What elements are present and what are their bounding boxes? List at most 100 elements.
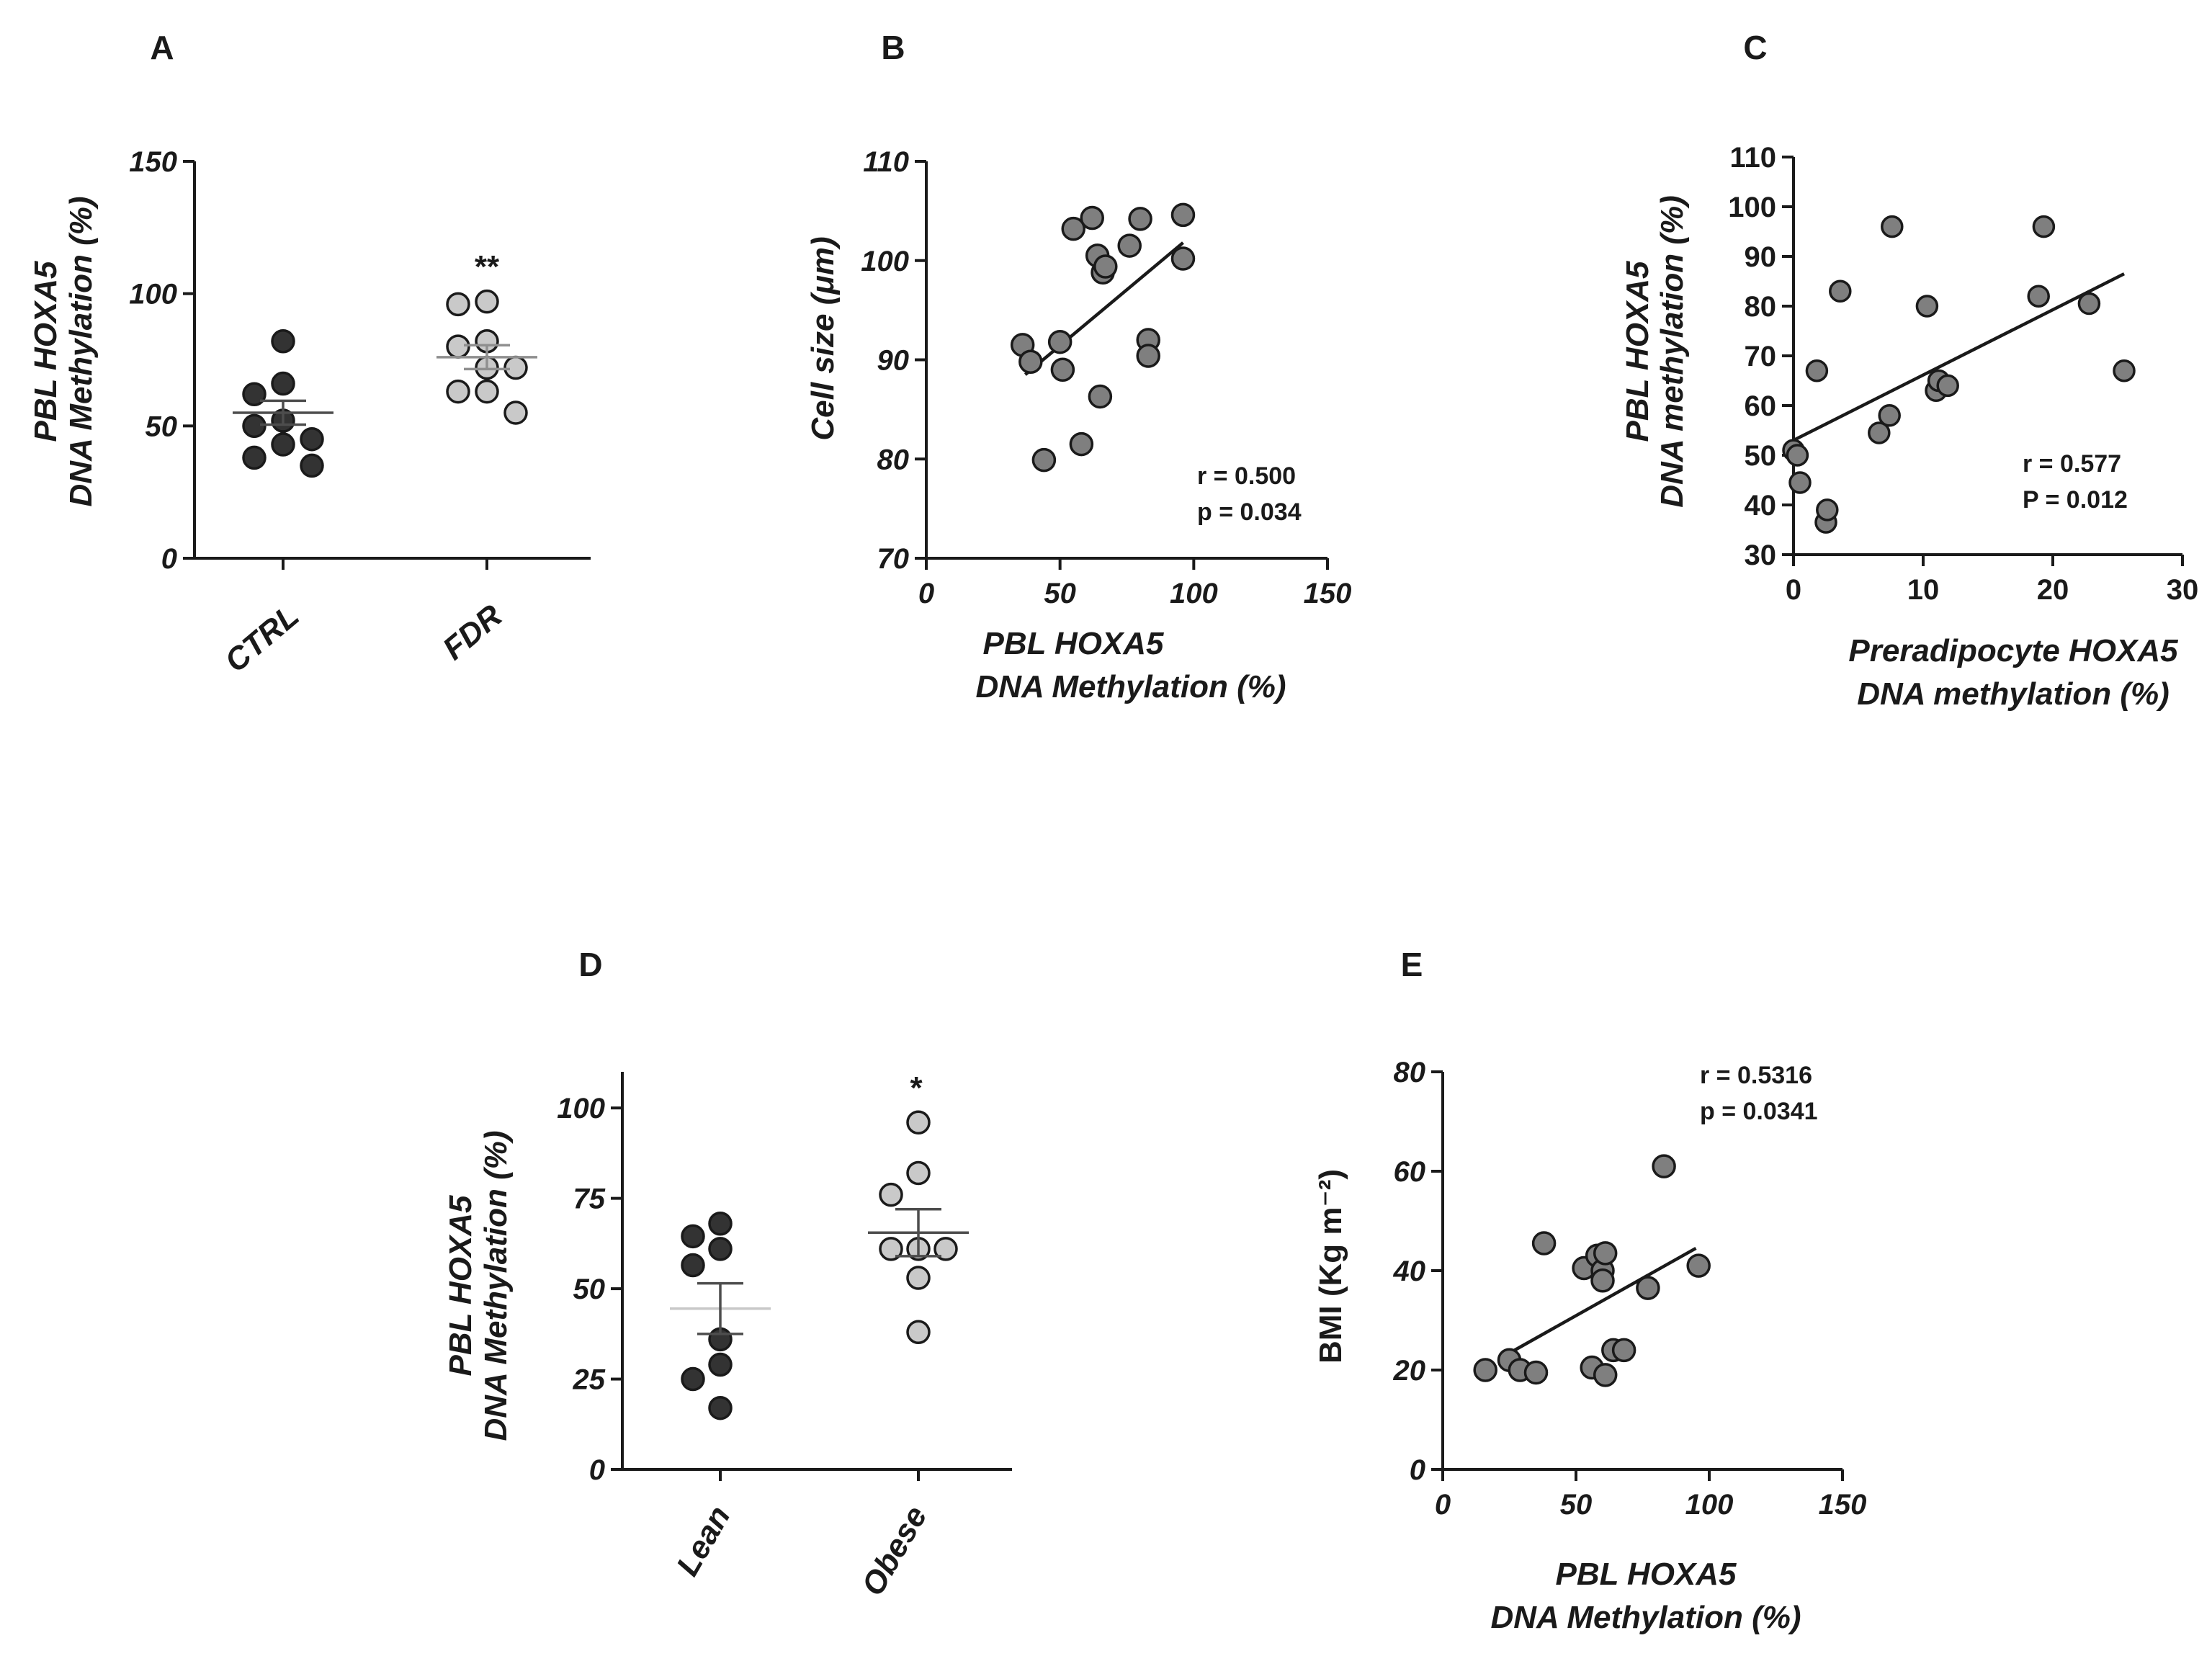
panel-b-ylabel: Cell size (μm) [805, 236, 841, 440]
panel-letter-c: C [1743, 29, 1767, 66]
panel-b-data-point [1129, 208, 1151, 230]
panel-d-data-point [880, 1184, 902, 1206]
panel-c-data-point [1806, 361, 1827, 381]
panel-a-y-tick-label: 50 [145, 411, 178, 442]
panel-d-y-tick-label: 50 [573, 1274, 606, 1305]
panel-a-data-point [447, 293, 469, 315]
panel-c-y-tick-label: 60 [1745, 390, 1777, 422]
panel-c-xlabel-line2: DNA methylation (%) [1857, 676, 2170, 712]
panel-e-y-tick-label: 60 [1394, 1156, 1426, 1188]
panel-c-data-point [2079, 294, 2099, 314]
panel-c-y-tick-label: 30 [1745, 540, 1777, 571]
panel-c-stat-r: r = 0.577 [2023, 450, 2121, 478]
panel-b-data-point [1172, 204, 1194, 225]
panel-d-data-point [709, 1238, 731, 1260]
panel-e-y-tick-label: 0 [1410, 1454, 1425, 1486]
panel-a-data-point [476, 381, 498, 403]
panel-e-x-tick-label: 150 [1819, 1489, 1867, 1521]
panel-c-data-point [1790, 473, 1810, 493]
panel-c-y-tick-label: 70 [1745, 341, 1777, 372]
panel-b-data-point [1070, 434, 1092, 455]
panel-e-y-tick-label: 80 [1394, 1057, 1426, 1088]
panel-b-data-point [1052, 359, 1073, 380]
panel-d-y-tick-label: 75 [573, 1183, 606, 1215]
panel-e-y-tick-label: 20 [1393, 1355, 1426, 1387]
panel-b-data-point [1172, 248, 1194, 269]
panel-c-xlabel-line1: Preradipocyte HOXA5 [1848, 633, 2178, 668]
panel-c-y-tick-label: 90 [1745, 241, 1777, 273]
panel-c-data-point [1830, 281, 1850, 301]
panel-c-x-tick-label: 20 [2037, 574, 2069, 606]
panel-c-y-tick-label: 40 [1745, 490, 1777, 522]
panel-c-y-tick-label: 80 [1745, 291, 1777, 323]
panel-d-data-point [908, 1321, 929, 1343]
panel-a-data-point [272, 331, 294, 352]
panel-b-y-tick-label: 90 [877, 345, 910, 377]
panel-a-data-point [447, 336, 469, 357]
panel-b-y-tick-label: 70 [877, 543, 910, 575]
panel-e-data-point [1595, 1243, 1616, 1264]
panel-d-significance: * [910, 1070, 923, 1106]
panel-d-data-point [709, 1353, 731, 1375]
panel-c-data-point [2033, 217, 2054, 237]
panel-c-x-tick-label: 10 [1907, 574, 1940, 606]
panel-d-data-point [908, 1111, 929, 1133]
panel-e-data-point [1595, 1364, 1616, 1386]
panel-c-data-point [1917, 296, 1937, 316]
panel-b-stat-p: p = 0.034 [1197, 498, 1302, 526]
panel-b-x-tick-label: 100 [1170, 578, 1218, 609]
panel-a-data-point [476, 291, 498, 313]
panel-b-data-point [1095, 256, 1116, 277]
panel-b: B Cell size (μm) PBL HOXA5 DNA Methylati… [805, 29, 1351, 704]
panel-e-x-tick-label: 0 [1435, 1489, 1451, 1521]
panel-a-data-point [301, 455, 323, 476]
panel-a-significance: ** [475, 249, 500, 285]
panel-a-data-point [505, 357, 527, 379]
figure-canvas: A PBL HOXA5 DNA Methylation (%) ** CTRL … [0, 0, 2212, 1656]
panel-b-data-point [1033, 449, 1054, 471]
panel-d-data-point [908, 1163, 929, 1184]
panel-d-y-tick-label: 25 [573, 1364, 606, 1396]
panel-a-ylabel-line1: PBL HOXA5 [28, 261, 63, 442]
panel-d-ylabel-line2: DNA Methylation (%) [478, 1130, 514, 1441]
panel-e-data-point [1653, 1155, 1675, 1177]
panel-d-data-point [682, 1369, 704, 1390]
panel-b-xlabel-line2: DNA Methylation (%) [975, 669, 1286, 704]
panel-c-data-point [1882, 217, 1902, 237]
panel-e-stat-r: r = 0.5316 [1700, 1062, 1812, 1089]
panel-b-y-tick-label: 100 [861, 246, 909, 277]
panel-letter-b: B [881, 29, 905, 66]
panel-d-y-tick-label: 100 [557, 1093, 605, 1124]
panel-c-data-point [1879, 406, 1899, 426]
panel-a-data-point [272, 434, 294, 455]
panel-c-x-tick-label: 0 [1786, 574, 1801, 606]
panel-a-y-tick-label: 150 [129, 146, 177, 178]
panel-b-y-tick-label: 80 [877, 444, 910, 475]
panel-b-data-point [1081, 207, 1103, 229]
panel-e-data-point [1526, 1361, 1547, 1383]
panel-e-ylabel: BMI (Kg m⁻²) [1313, 1169, 1348, 1364]
panel-b-data-point [1089, 385, 1111, 407]
panel-e-xlabel-line1: PBL HOXA5 [1555, 1557, 1737, 1592]
panel-a-data-point [447, 381, 469, 403]
panel-e-data-point [1688, 1255, 1709, 1276]
panel-a-category-fdr: FDR [436, 598, 509, 667]
panel-e-data-point [1474, 1359, 1496, 1381]
panel-c-data-point [1817, 500, 1837, 520]
panel-a-data-point [243, 447, 265, 468]
panel-letter-a: A [150, 29, 174, 66]
panel-a-ylabel-line2: DNA Methylation (%) [63, 196, 99, 506]
panel-d-data-point [682, 1254, 704, 1276]
panel-c-data-point [1787, 445, 1807, 465]
panel-e-x-tick-label: 100 [1685, 1489, 1734, 1521]
panel-e: E BMI (Kg m⁻²) PBL HOXA5 DNA Methylation… [1313, 946, 1866, 1635]
panel-b-data-point [1137, 345, 1159, 367]
panel-letter-e: E [1401, 946, 1423, 983]
panel-c-ylabel-line1: PBL HOXA5 [1620, 261, 1655, 442]
panel-d-data-point [908, 1267, 929, 1289]
panel-e-x-tick-label: 50 [1560, 1489, 1593, 1521]
panel-e-stat-p: p = 0.0341 [1700, 1098, 1818, 1125]
panel-a-y-tick-label: 0 [161, 543, 177, 575]
panel-d: D PBL HOXA5 DNA Methylation (%) * Lean O… [443, 946, 1012, 1601]
panel-b-data-point [1119, 235, 1140, 256]
